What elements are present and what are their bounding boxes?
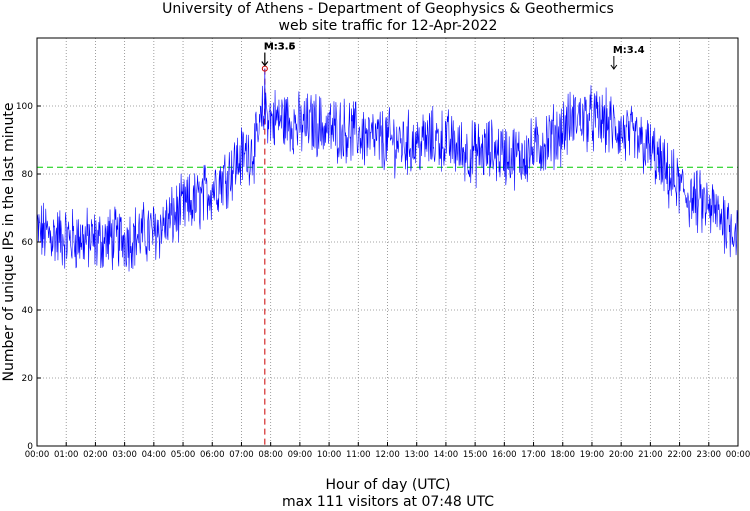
- x-tick-label: 13:00: [404, 450, 429, 460]
- traffic-line: [36, 68, 739, 272]
- y-axis-ticks: 0 20 40 60 80 100: [16, 102, 41, 452]
- y-tick-label: 60: [22, 238, 34, 248]
- y-tick-label: 80: [22, 170, 34, 180]
- x-tick-label: 19:00: [580, 450, 605, 460]
- earthquake-annotations: M:3.6M:3.5 M:3.4: [261, 42, 645, 70]
- x-tick-label: 06:00: [200, 450, 225, 460]
- annotation-label: M:3.5: [264, 42, 296, 53]
- traffic-series: [36, 65, 739, 272]
- x-tick-label: 12:00: [375, 450, 400, 460]
- x-tick-label: 15:00: [463, 450, 488, 460]
- x-tick-label: 07:00: [229, 450, 254, 460]
- x-tick-label: 21:00: [638, 450, 663, 460]
- y-tick-label: 100: [16, 102, 33, 112]
- x-tick-label: 01:00: [54, 450, 79, 460]
- x-tick-label: 02:00: [83, 450, 108, 460]
- y-tick-label: 40: [22, 306, 34, 316]
- x-tick-label: 23:00: [697, 450, 722, 460]
- annotation-label: M:3.4: [613, 45, 645, 56]
- x-axis-ticks: 00:00 01:00 02:00 03:00 04:00 05:00 06:00 07:00…: [25, 442, 750, 460]
- x-tick-label: 10:00: [317, 450, 342, 460]
- x-tick-label: 00:00: [25, 450, 50, 460]
- x-tick-label: 20:00: [609, 450, 634, 460]
- grid-lines: [37, 38, 738, 446]
- y-tick-label: 20: [22, 374, 34, 384]
- annotation-arrowhead: [261, 61, 269, 67]
- chart-subtitle: web site traffic for 12-Apr-2022: [279, 18, 498, 34]
- annotation-arrowhead: [610, 64, 618, 70]
- x-tick-label: 22:00: [667, 450, 692, 460]
- x-tick-label: 03:00: [112, 450, 137, 460]
- y-axis-label: Number of unique IPs in the last minute: [1, 103, 17, 382]
- x-tick-label: 04:00: [142, 450, 167, 460]
- x-tick-label: 05:00: [171, 450, 196, 460]
- x-tick-label: 17:00: [521, 450, 546, 460]
- x-tick-label: 14:00: [434, 450, 459, 460]
- x-tick-label: 11:00: [346, 450, 371, 460]
- chart-title: University of Athens - Department of Geo…: [162, 1, 614, 17]
- x-axis-label: Hour of day (UTC): [326, 477, 451, 493]
- annotation-label: M:3.6: [264, 42, 296, 53]
- x-tick-label: 00:00: [726, 450, 750, 460]
- y-tick-label: 0: [27, 442, 33, 452]
- x-tick-label: 08:00: [258, 450, 283, 460]
- max-visitors-note: max 111 visitors at 07:48 UTC: [282, 494, 494, 510]
- x-tick-label: 16:00: [492, 450, 517, 460]
- x-tick-label: 09:00: [288, 450, 313, 460]
- x-tick-label: 18:00: [551, 450, 576, 460]
